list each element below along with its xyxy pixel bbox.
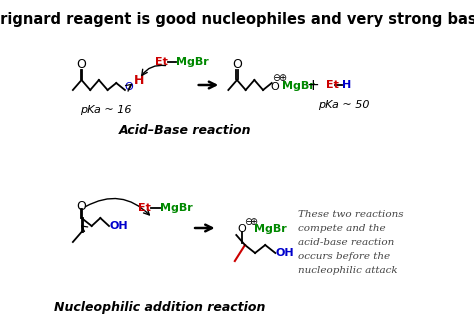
Text: H: H (134, 74, 145, 87)
Text: O: O (77, 199, 86, 213)
Text: MgBr: MgBr (176, 57, 209, 67)
Text: MgBr: MgBr (160, 203, 192, 213)
Text: O: O (270, 82, 279, 92)
Text: +: + (307, 77, 319, 93)
Text: MgBr: MgBr (282, 81, 315, 91)
Text: ⊖: ⊖ (272, 73, 280, 83)
Text: O: O (124, 82, 133, 92)
Text: O: O (77, 59, 86, 72)
Text: acid-base reaction: acid-base reaction (299, 238, 395, 247)
Text: These two reactions: These two reactions (299, 210, 404, 219)
Text: pKa ~ 50: pKa ~ 50 (318, 100, 370, 110)
Text: compete and the: compete and the (299, 224, 386, 233)
Text: Et: Et (155, 57, 168, 67)
Text: occurs before the: occurs before the (299, 252, 391, 261)
Text: Nucleophilic addition reaction: Nucleophilic addition reaction (54, 301, 265, 315)
Text: O: O (232, 59, 242, 72)
Text: nucleophilic attack: nucleophilic attack (299, 266, 398, 275)
Text: MgBr: MgBr (254, 224, 286, 234)
Text: ⊕: ⊕ (278, 73, 286, 83)
Text: pKa ~ 16: pKa ~ 16 (80, 105, 131, 115)
Text: H: H (342, 80, 351, 90)
Text: Et: Et (138, 203, 151, 213)
Text: OH: OH (275, 248, 294, 258)
Text: ⊖: ⊖ (244, 217, 252, 227)
Text: Et: Et (326, 80, 339, 90)
Text: O: O (237, 224, 246, 234)
Text: Grignard reagent is good nucleophiles and very strong base: Grignard reagent is good nucleophiles an… (0, 12, 474, 27)
Text: Acid–Base reaction: Acid–Base reaction (118, 124, 251, 136)
Text: ⊕: ⊕ (250, 217, 258, 227)
Text: OH: OH (109, 221, 128, 231)
